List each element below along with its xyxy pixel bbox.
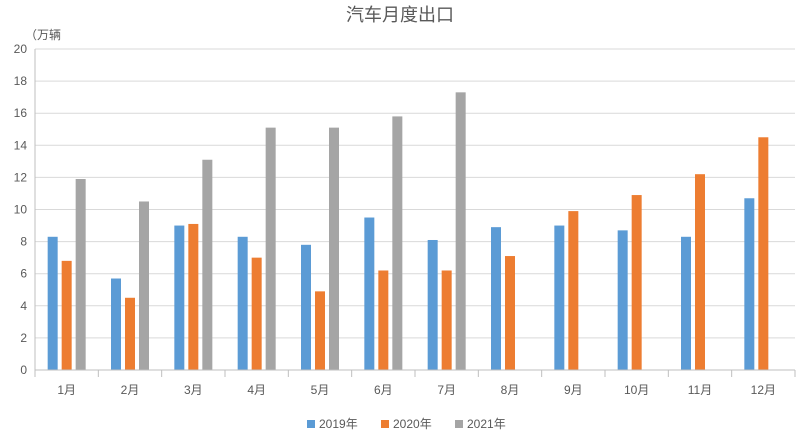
bar-series2-month7 <box>441 270 452 370</box>
gridlines <box>35 48 795 339</box>
bar-series2-month2 <box>125 297 135 370</box>
bar-series1-month6 <box>364 217 375 370</box>
bar-series1-month2 <box>111 278 121 370</box>
bar-series2-month8 <box>505 256 515 370</box>
legend-label: 2020年 <box>393 417 432 431</box>
x-category-label: 9月 <box>564 383 583 397</box>
bars <box>47 92 769 371</box>
bar-series3-month7 <box>455 92 466 371</box>
bar-series2-month1 <box>61 260 72 370</box>
bar-series1-month8 <box>491 227 501 370</box>
x-category-label: 5月 <box>311 383 330 397</box>
bar-series2-month6 <box>378 270 389 370</box>
bar-series3-month3 <box>202 159 213 370</box>
x-category-label: 2月 <box>121 383 140 397</box>
y-tick-label: 16 <box>14 106 28 120</box>
y-tick-label: 2 <box>20 331 27 345</box>
x-category-label: 10月 <box>624 383 649 397</box>
bar-series1-month10 <box>617 230 628 370</box>
bar-series2-month4 <box>251 257 262 370</box>
x-axis-category-labels: 1月 2月 3月 4月 5月 6月 7月 8月 9月 10月 11月 12月 <box>57 383 776 397</box>
bar-series3-month5 <box>329 127 339 371</box>
y-tick-label: 4 <box>20 299 27 313</box>
bar-series3-month2 <box>139 201 149 370</box>
y-tick-label: 10 <box>14 203 28 217</box>
y-axis-tick-labels: 0 2 4 6 8 10 12 14 16 18 20 <box>14 42 28 377</box>
y-tick-label: 18 <box>14 74 28 88</box>
bar-series2-month5 <box>315 291 325 370</box>
bar-series1-month3 <box>174 225 185 370</box>
y-tick-label: 14 <box>14 138 28 152</box>
axes <box>34 49 796 377</box>
bar-series1-month5 <box>301 244 311 370</box>
y-tick-label: 12 <box>14 170 28 184</box>
x-category-label: 7月 <box>437 383 456 397</box>
bar-series2-month12 <box>758 137 769 370</box>
bar-series1-month9 <box>554 225 565 370</box>
bar-series1-month1 <box>47 236 58 370</box>
bar-series2-month9 <box>568 211 579 370</box>
x-category-label: 4月 <box>247 383 266 397</box>
bar-series3-month4 <box>265 127 276 371</box>
x-category-label: 3月 <box>184 383 203 397</box>
legend-swatch <box>381 420 389 428</box>
bar-series2-month11 <box>695 174 705 370</box>
legend: 2019年 2020年 2021年 <box>307 417 506 431</box>
bar-series1-month12 <box>744 198 755 370</box>
y-tick-label: 0 <box>20 363 27 377</box>
legend-swatch <box>307 420 315 428</box>
x-category-label: 12月 <box>751 383 776 397</box>
legend-label: 2019年 <box>319 417 358 431</box>
x-category-label: 8月 <box>501 383 520 397</box>
bar-series2-month3 <box>188 223 199 370</box>
y-tick-label: 8 <box>20 235 27 249</box>
bar-series1-month11 <box>681 236 691 370</box>
y-axis-unit-label: （万辆 <box>25 28 61 42</box>
bar-series2-month10 <box>631 195 642 370</box>
x-category-label: 11月 <box>688 383 712 397</box>
chart-title: 汽车月度出口 <box>346 5 454 25</box>
bar-series3-month1 <box>75 179 86 370</box>
y-tick-label: 6 <box>20 267 27 281</box>
y-tick-label: 20 <box>14 42 28 56</box>
bar-series3-month6 <box>392 116 403 370</box>
bar-series1-month4 <box>237 236 248 370</box>
legend-label: 2021年 <box>467 417 506 431</box>
x-category-label: 6月 <box>374 383 393 397</box>
x-category-label: 1月 <box>57 383 76 397</box>
legend-swatch <box>455 420 463 428</box>
bar-series1-month7 <box>427 239 438 370</box>
